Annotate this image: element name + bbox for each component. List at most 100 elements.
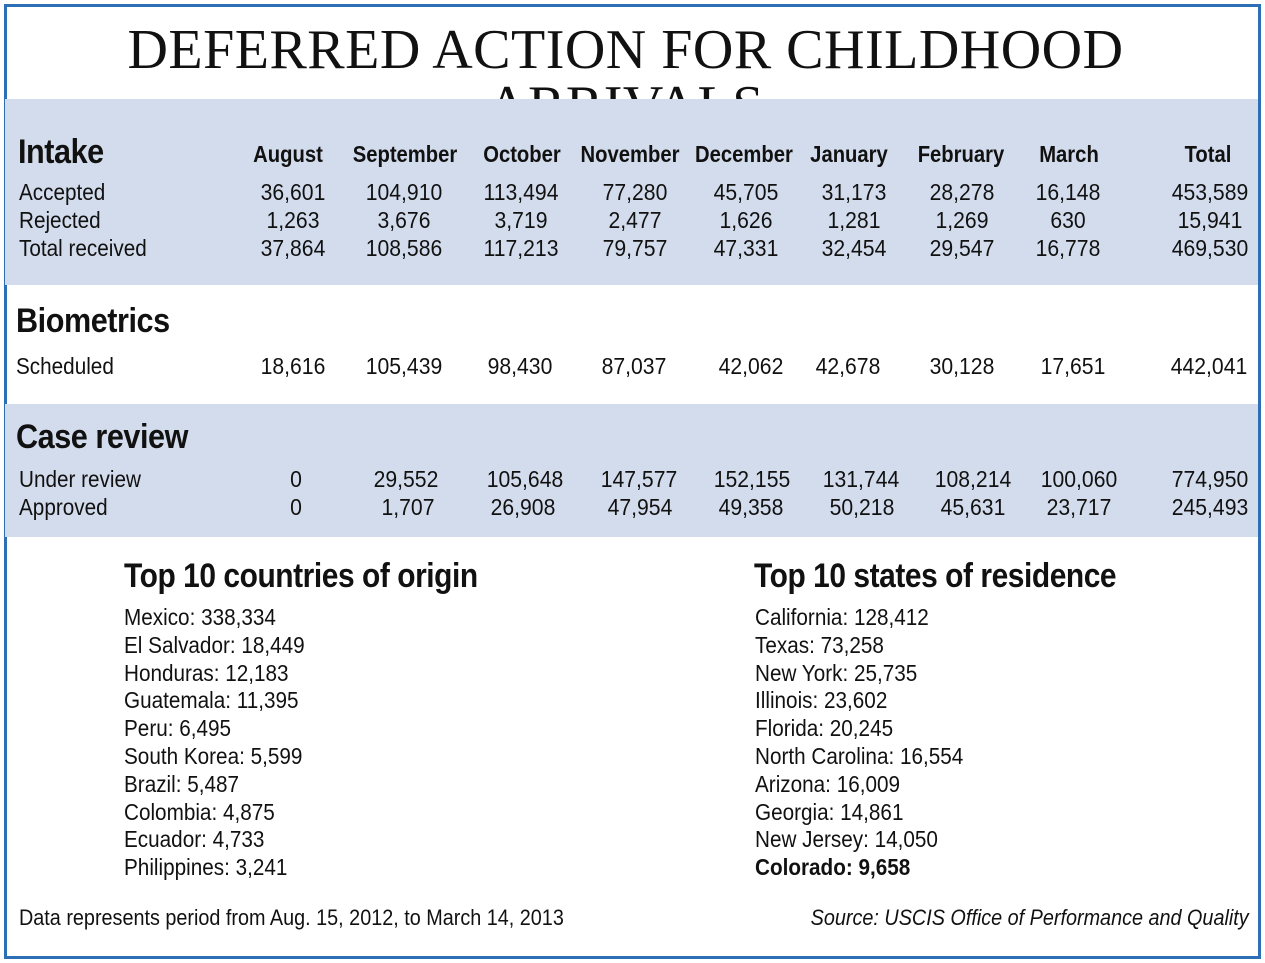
case-review-cell: 108,214 xyxy=(934,466,1012,492)
biometrics-cell: 105,439 xyxy=(365,353,443,379)
biometrics-cell: 30,128 xyxy=(929,353,995,379)
intake-cell: 469,530 xyxy=(1171,235,1249,261)
intake-cell: 1,269 xyxy=(935,207,989,233)
col-december: December xyxy=(695,141,793,167)
case-review-cell: 47,954 xyxy=(607,494,673,520)
list-item: Illinois: 23,602 xyxy=(755,687,888,714)
intake-cell: 2,477 xyxy=(608,207,662,233)
intake-cell: 104,910 xyxy=(365,179,443,205)
highlighted-list-item: Colorado: 9,658 xyxy=(755,854,911,881)
intake-cell: 29,547 xyxy=(929,235,995,261)
case-review-cell: 152,155 xyxy=(713,466,791,492)
intake-cell: 630 xyxy=(1050,207,1086,233)
intake-cell: 3,719 xyxy=(494,207,548,233)
case-review-cell: 29,552 xyxy=(373,466,439,492)
row-label-total-received: Total received xyxy=(19,235,147,261)
intake-cell: 79,757 xyxy=(602,235,668,261)
intake-cell: 453,589 xyxy=(1171,179,1249,205)
intake-cell: 113,494 xyxy=(483,179,559,205)
case-review-cell: 774,950 xyxy=(1171,466,1249,492)
list-item: Brazil: 5,487 xyxy=(124,770,240,797)
intake-cell: 108,586 xyxy=(365,235,443,261)
list-item: California: 128,412 xyxy=(755,604,929,630)
list-item: Guatemala: 11,395 xyxy=(124,687,299,714)
col-february: February xyxy=(917,141,1005,167)
biometrics-cell: 17,651 xyxy=(1040,353,1106,379)
list-item: Peru: 6,495 xyxy=(124,715,232,742)
case-review-cell: 131,744 xyxy=(822,466,900,492)
intake-cell: 36,601 xyxy=(260,179,326,205)
biometrics-cell: 42,678 xyxy=(815,353,881,379)
col-october: October xyxy=(483,141,561,167)
intake-cell: 45,705 xyxy=(713,179,779,205)
list-item: New Jersey: 14,050 xyxy=(755,826,938,853)
case-review-cell: 0 xyxy=(290,466,302,492)
case-review-cell: 45,631 xyxy=(940,494,1006,520)
list-item: North Carolina: 16,554 xyxy=(755,742,964,769)
list-item: El Salvador: 18,449 xyxy=(124,631,305,658)
biometrics-cell: 98,430 xyxy=(487,353,553,379)
biometrics-cell: 442,041 xyxy=(1170,353,1248,379)
list-item: Philippines: 3,241 xyxy=(124,854,288,881)
biometrics-cell: 18,616 xyxy=(260,353,326,379)
intake-cell: 28,278 xyxy=(929,179,995,205)
countries-list: Mexico: 338,334 El Salvador: 18,449 Hond… xyxy=(124,604,305,882)
row-label-rejected: Rejected xyxy=(19,207,101,233)
list-item: Colombia: 4,875 xyxy=(124,798,275,825)
case-review-cell: 1,707 xyxy=(381,494,435,520)
row-label-scheduled: Scheduled xyxy=(16,353,114,379)
list-item: Honduras: 12,183 xyxy=(124,659,289,686)
col-august: August xyxy=(253,141,323,167)
intake-cell: 77,280 xyxy=(602,179,668,205)
row-label-approved: Approved xyxy=(19,494,108,520)
case-review-cell: 147,577 xyxy=(600,466,678,492)
case-review-cell: 23,717 xyxy=(1046,494,1112,520)
biometrics-cell: 87,037 xyxy=(601,353,667,379)
intake-cell: 3,676 xyxy=(377,207,431,233)
case-review-cell: 105,648 xyxy=(486,466,564,492)
countries-title: Top 10 countries of origin xyxy=(124,557,478,595)
case-review-band xyxy=(5,404,1258,537)
states-list: California: 128,412 Texas: 73,258 New Yo… xyxy=(755,604,963,882)
row-label-under-review: Under review xyxy=(19,466,141,492)
col-september: September xyxy=(352,141,458,167)
intake-title: Intake xyxy=(18,133,104,171)
intake-cell: 31,173 xyxy=(821,179,887,205)
intake-cell: 37,864 xyxy=(260,235,326,261)
intake-cell: 1,626 xyxy=(719,207,773,233)
intake-cell: 32,454 xyxy=(821,235,887,261)
case-review-cell: 26,908 xyxy=(490,494,556,520)
case-review-cell: 100,060 xyxy=(1040,466,1118,492)
col-november: November xyxy=(580,141,680,167)
row-label-accepted: Accepted xyxy=(19,179,106,205)
list-item: South Korea: 5,599 xyxy=(124,742,303,769)
case-review-cell: 245,493 xyxy=(1171,494,1249,520)
intake-cell: 1,281 xyxy=(827,207,881,233)
biometrics-title: Biometrics xyxy=(16,302,170,340)
intake-cell: 1,263 xyxy=(266,207,320,233)
list-item: Georgia: 14,861 xyxy=(755,798,904,825)
biometrics-cell: 42,062 xyxy=(718,353,784,379)
list-item: Mexico: 338,334 xyxy=(124,604,276,630)
intake-cell: 117,213 xyxy=(483,235,559,261)
list-item: Florida: 20,245 xyxy=(755,715,894,742)
list-item: Ecuador: 4,733 xyxy=(124,826,265,853)
date-range-footnote: Data represents period from Aug. 15, 201… xyxy=(19,905,564,930)
case-review-cell: 0 xyxy=(290,494,302,520)
intake-band xyxy=(5,99,1258,285)
col-march: March xyxy=(1039,141,1099,167)
list-item: Texas: 73,258 xyxy=(755,631,884,658)
intake-cell: 16,778 xyxy=(1035,235,1101,261)
case-review-cell: 50,218 xyxy=(829,494,895,520)
col-january: January xyxy=(810,141,888,167)
source-credit: Source: USCIS Office of Performance and … xyxy=(811,905,1249,930)
case-review-title: Case review xyxy=(16,418,188,456)
col-total: Total xyxy=(1184,141,1232,167)
states-title: Top 10 states of residence xyxy=(754,557,1117,595)
list-item: New York: 25,735 xyxy=(755,659,918,686)
intake-cell: 16,148 xyxy=(1035,179,1101,205)
intake-cell: 47,331 xyxy=(713,235,779,261)
case-review-cell: 49,358 xyxy=(718,494,784,520)
intake-cell: 15,941 xyxy=(1177,207,1243,233)
list-item: Arizona: 16,009 xyxy=(755,770,901,797)
